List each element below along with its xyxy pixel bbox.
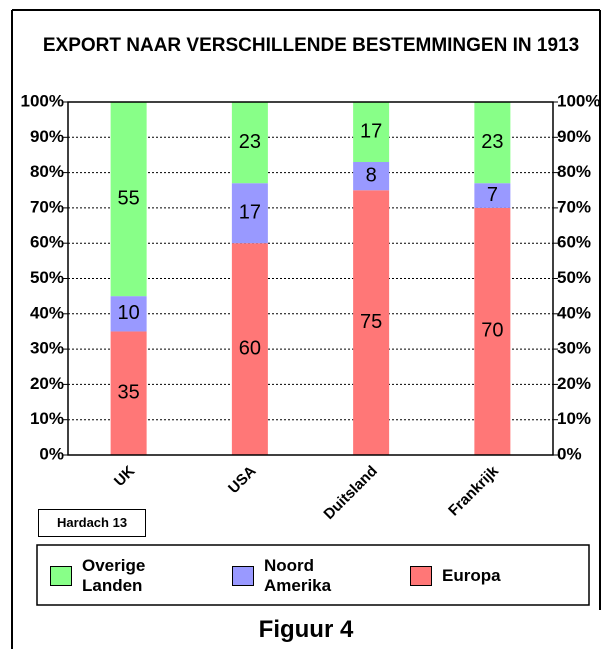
y-tick-label: 100% bbox=[21, 91, 64, 110]
y-tick-label: 20% bbox=[30, 374, 64, 393]
x-tick-label: Frankrijk bbox=[445, 462, 502, 519]
y-tick-label: 50% bbox=[30, 268, 64, 287]
data-label: 8 bbox=[366, 164, 377, 186]
data-label: 35 bbox=[118, 382, 140, 404]
y2-tick-label: 70% bbox=[557, 197, 591, 216]
y2-tick-label: 90% bbox=[557, 127, 591, 146]
data-label: 70 bbox=[481, 320, 503, 342]
bar-segment bbox=[474, 207, 511, 455]
legend-swatch bbox=[50, 566, 72, 586]
bar-segment bbox=[231, 102, 268, 184]
legend-label: Europa bbox=[442, 566, 501, 585]
x-tick-label: USA bbox=[225, 462, 260, 497]
legend-swatch bbox=[410, 566, 432, 586]
caption: Figuur 4 bbox=[258, 616, 354, 643]
bar-segment bbox=[353, 102, 390, 163]
data-label: 10 bbox=[118, 302, 140, 324]
legend-item: Europa bbox=[410, 566, 532, 586]
bar-segment bbox=[353, 162, 390, 191]
data-label: 17 bbox=[239, 201, 261, 223]
data-label: 75 bbox=[360, 311, 382, 333]
y2-tick-label: 50% bbox=[557, 268, 591, 287]
bar-segment bbox=[353, 190, 390, 455]
x-tick-label: Duitsland bbox=[320, 463, 380, 523]
bar-segment bbox=[474, 183, 511, 208]
y-tick-label: 0% bbox=[39, 444, 64, 463]
y2-tick-label: 30% bbox=[557, 339, 591, 358]
chart-title: EXPORT NAAR VERSCHILLENDE BESTEMMINGEN I… bbox=[42, 35, 580, 56]
y-tick-label: 30% bbox=[30, 339, 64, 358]
x-tick-label: UK bbox=[111, 463, 138, 490]
bar-segment bbox=[231, 243, 268, 455]
y-tick-label: 70% bbox=[30, 197, 64, 216]
y-tick-label: 10% bbox=[30, 409, 64, 428]
legend-label: Noord Amerika bbox=[264, 556, 332, 595]
y2-tick-label: 0% bbox=[557, 444, 582, 463]
y2-tick-label: 20% bbox=[557, 374, 591, 393]
y-tick-label: 80% bbox=[30, 162, 64, 181]
y-tick-label: 40% bbox=[30, 303, 64, 322]
bar-segment bbox=[231, 183, 268, 244]
legend-box bbox=[36, 544, 590, 606]
legend-item: Overige Landen bbox=[50, 556, 172, 596]
y2-tick-label: 80% bbox=[557, 162, 591, 181]
y2-tick-label: 40% bbox=[557, 303, 591, 322]
data-label: 23 bbox=[239, 131, 261, 153]
y-tick-label: 90% bbox=[30, 127, 64, 146]
bar-segment bbox=[110, 102, 147, 297]
bar-segment bbox=[474, 102, 511, 184]
data-label: 17 bbox=[360, 120, 382, 142]
legend-label: Overige Landen bbox=[82, 556, 146, 595]
y2-tick-label: 100% bbox=[557, 91, 600, 110]
y-tick-label: 60% bbox=[30, 233, 64, 252]
legend-swatch bbox=[232, 566, 254, 586]
y2-tick-label: 60% bbox=[557, 233, 591, 252]
bar-segment bbox=[110, 296, 147, 332]
source: Hardach 13 bbox=[38, 509, 146, 537]
bar-segment bbox=[110, 331, 147, 455]
data-label: 23 bbox=[481, 131, 503, 153]
plot-border bbox=[67, 101, 554, 456]
legend-item: Noord Amerika bbox=[232, 556, 354, 596]
data-label: 55 bbox=[118, 187, 140, 209]
y2-tick-label: 10% bbox=[557, 409, 591, 428]
data-label: 60 bbox=[239, 337, 261, 359]
data-label: 7 bbox=[487, 184, 498, 206]
